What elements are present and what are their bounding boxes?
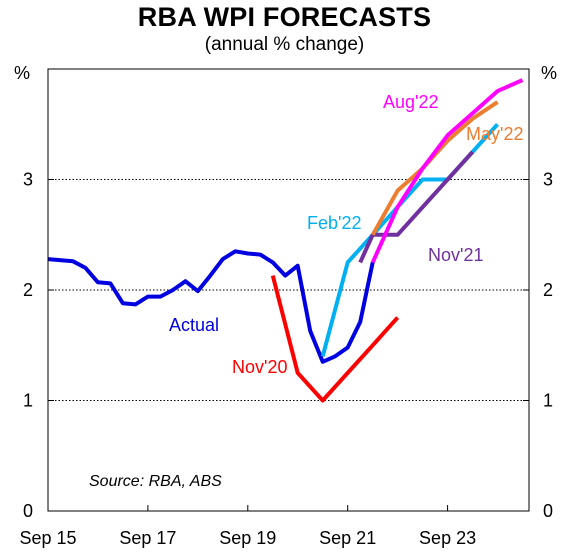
x-tick-label: Sep 17 bbox=[119, 528, 176, 548]
chart-subtitle: (annual % change) bbox=[204, 34, 365, 55]
series-label-aug-22: Aug'22 bbox=[383, 92, 439, 112]
x-tick-label: Sep 15 bbox=[19, 528, 76, 548]
series-label-nov-21: Nov'21 bbox=[428, 245, 483, 265]
series-line-feb-22 bbox=[320, 122, 499, 357]
series-line-actual bbox=[47, 249, 375, 364]
series-label-nov-20: Nov'20 bbox=[232, 357, 287, 377]
series-label-actual: Actual bbox=[169, 315, 219, 335]
axis-ticks: 0 0 1 1 2 2 3 3 Sep 15 Sep 17 Sep 19 Sep 21 Sep 23 bbox=[19, 170, 553, 549]
gridlines bbox=[48, 179, 529, 401]
y-tick-label-left: 1 bbox=[23, 391, 33, 411]
y-tick-label-right: 3 bbox=[543, 170, 553, 190]
y-tick-label-left: 3 bbox=[23, 170, 33, 190]
series-labels: Actual Nov'20 Feb'22 Nov'21 May'22 Aug'22 bbox=[169, 92, 523, 377]
y-tick-label-right: 0 bbox=[543, 501, 553, 521]
series-label-may-22: May'22 bbox=[466, 124, 523, 144]
x-tick-label: Sep 21 bbox=[319, 528, 376, 548]
x-tick-label: Sep 19 bbox=[219, 528, 276, 548]
y-tick-label-right: 2 bbox=[543, 280, 553, 300]
source-note: Source: RBA, ABS bbox=[89, 473, 222, 490]
chart-title: RBA WPI FORECASTS bbox=[137, 2, 432, 32]
series-line-nov-21 bbox=[358, 150, 475, 264]
series-line-aug-22 bbox=[370, 78, 524, 264]
series-line-nov-20 bbox=[270, 275, 400, 403]
plot-frame bbox=[47, 68, 530, 512]
series-label-feb-22: Feb'22 bbox=[307, 213, 361, 233]
y-unit-left: % bbox=[14, 63, 30, 83]
y-tick-label-left: 0 bbox=[23, 501, 33, 521]
y-tick-label-left: 2 bbox=[23, 280, 33, 300]
y-tick-label-right: 1 bbox=[543, 391, 553, 411]
series-lines bbox=[47, 78, 524, 403]
y-unit-right: % bbox=[541, 63, 557, 83]
x-tick-label: Sep 23 bbox=[419, 528, 476, 548]
